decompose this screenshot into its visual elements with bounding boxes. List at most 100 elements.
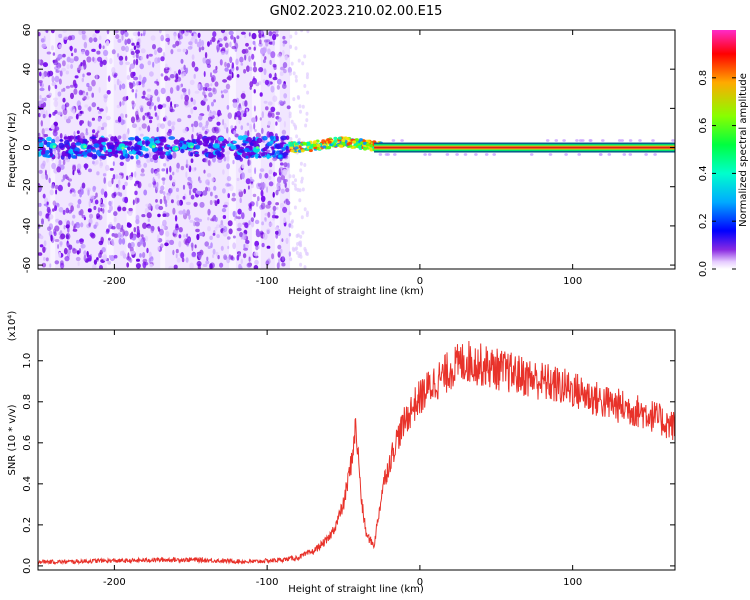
noise-blob bbox=[188, 214, 191, 220]
noise-blob bbox=[226, 163, 231, 170]
noise-blob bbox=[216, 44, 221, 51]
noise-blob bbox=[178, 227, 183, 233]
noise-blob bbox=[275, 116, 280, 120]
noise-blob bbox=[61, 179, 64, 183]
noise-blob bbox=[157, 57, 161, 63]
noise-blob bbox=[164, 242, 169, 247]
noise-blob bbox=[191, 54, 195, 60]
noise-blob bbox=[165, 239, 170, 243]
noise-blob bbox=[236, 177, 240, 182]
noise-blob bbox=[261, 242, 265, 248]
noise-blob bbox=[288, 174, 292, 179]
band-blob bbox=[245, 155, 249, 159]
noise-blob bbox=[54, 84, 58, 89]
noise-blob bbox=[222, 89, 229, 94]
band-blob bbox=[145, 140, 149, 147]
noise-blob bbox=[204, 130, 208, 135]
noise-blob bbox=[129, 82, 134, 89]
noise-blob bbox=[223, 254, 228, 260]
noise-blob bbox=[229, 56, 233, 64]
noise-blob bbox=[40, 163, 46, 170]
noise-blob bbox=[182, 195, 186, 200]
noise-blob bbox=[197, 252, 203, 258]
noise-blob bbox=[39, 94, 42, 100]
noise-blob bbox=[293, 183, 297, 188]
band-blob bbox=[241, 143, 247, 146]
noise-blob bbox=[44, 127, 50, 131]
band-blob bbox=[303, 142, 307, 146]
noise-blob bbox=[229, 41, 232, 48]
noise-blob bbox=[119, 227, 123, 233]
band-blob bbox=[463, 153, 468, 156]
band-blob bbox=[232, 140, 237, 144]
noise-blob bbox=[106, 115, 111, 121]
noise-blob bbox=[168, 128, 172, 134]
band-blob bbox=[166, 144, 171, 148]
noise-blob bbox=[275, 233, 279, 239]
noise-blob bbox=[130, 51, 135, 55]
band-blob bbox=[195, 144, 201, 150]
noise-blob bbox=[170, 49, 174, 55]
noise-blob bbox=[39, 235, 44, 240]
noise-blob bbox=[88, 168, 92, 173]
noise-blob bbox=[207, 41, 210, 47]
noise-blob bbox=[43, 134, 49, 137]
noise-blob bbox=[218, 43, 223, 47]
noise-blob bbox=[98, 252, 102, 259]
snr-plot-frame bbox=[37, 329, 676, 571]
noise-blob bbox=[157, 104, 163, 110]
noise-blob bbox=[172, 171, 175, 176]
noise-blob bbox=[244, 222, 249, 229]
band-blob bbox=[63, 136, 68, 140]
noise-blob bbox=[248, 32, 251, 37]
noise-blob bbox=[193, 221, 196, 227]
noise-blob bbox=[75, 256, 81, 262]
noise-blob bbox=[76, 204, 80, 209]
noise-blob bbox=[83, 41, 88, 49]
noise-blob bbox=[196, 41, 202, 48]
band-blob bbox=[62, 144, 70, 147]
noise-blob bbox=[280, 248, 283, 254]
noise-blob bbox=[221, 50, 225, 55]
noise-blob bbox=[172, 151, 177, 159]
noise-blob bbox=[176, 194, 180, 200]
noise-blob bbox=[255, 132, 261, 139]
noise-blob bbox=[214, 194, 218, 199]
noise-blob bbox=[165, 63, 168, 70]
noise-blob bbox=[55, 136, 60, 143]
noise-blob bbox=[254, 129, 257, 132]
noise-blob bbox=[280, 188, 285, 194]
noise-blob bbox=[288, 251, 292, 257]
noise-blob bbox=[132, 199, 135, 206]
noise-blob bbox=[210, 72, 212, 78]
noise-blob bbox=[124, 39, 128, 46]
noise-blob bbox=[282, 83, 287, 89]
band-blob bbox=[391, 139, 396, 142]
noise-blob bbox=[119, 80, 122, 85]
noise-blob bbox=[112, 174, 116, 180]
noise-blob bbox=[46, 51, 52, 55]
noise-blob bbox=[99, 161, 103, 169]
band-blob bbox=[285, 149, 291, 153]
noise-blob bbox=[198, 122, 203, 128]
noise-blob bbox=[50, 125, 55, 130]
noise-blob bbox=[109, 167, 114, 171]
noise-blob bbox=[83, 250, 87, 256]
noise-blob bbox=[170, 199, 174, 204]
noise-blob bbox=[173, 33, 177, 41]
noise-blob bbox=[237, 208, 242, 215]
noise-blob bbox=[178, 30, 184, 37]
noise-blob bbox=[180, 94, 183, 100]
noise-blob bbox=[190, 97, 194, 102]
noise-blob bbox=[285, 237, 289, 244]
noise-blob bbox=[105, 164, 110, 171]
snr-panel: -200 -100 0 100 0.0 0.2 0.4 0.6 0.8 1.0 Height o… bbox=[7, 311, 676, 595]
noise-blob bbox=[187, 46, 193, 50]
noise-blob bbox=[253, 251, 259, 257]
noise-blob bbox=[175, 84, 181, 92]
noise-blob bbox=[179, 84, 182, 89]
band-blob bbox=[357, 145, 362, 149]
noise-blob bbox=[272, 63, 277, 68]
noise-blob bbox=[240, 31, 246, 35]
noise-blob bbox=[306, 30, 310, 34]
